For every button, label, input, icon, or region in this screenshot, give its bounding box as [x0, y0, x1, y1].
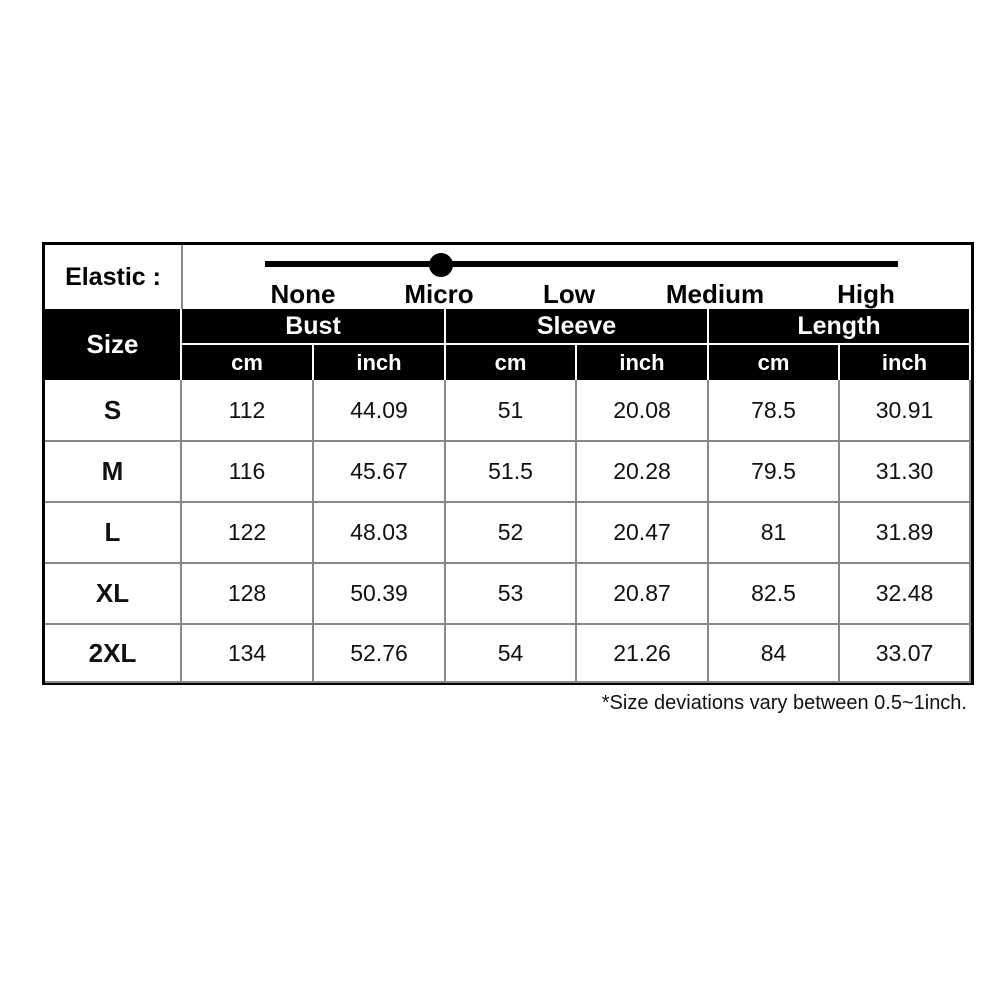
header-length: Length [709, 309, 971, 345]
unit-header: cm [446, 345, 577, 380]
elastic-label: Elastic : [45, 245, 183, 309]
value-cell: 54 [446, 625, 577, 683]
size-chart-table: Elastic : None Micro Low Medium High Siz… [42, 242, 974, 685]
elastic-level-medium: Medium [665, 279, 765, 309]
value-cell: 51.5 [446, 442, 577, 503]
size-note: *Size deviations vary between 0.5~1inch. [601, 692, 967, 714]
value-cell: 52 [446, 503, 577, 564]
size-cell: L [45, 503, 182, 564]
size-cell: S [45, 380, 182, 442]
value-cell: 31.89 [840, 503, 971, 564]
size-header: Size [45, 309, 182, 380]
elastic-level-none: None [270, 279, 336, 309]
value-cell: 79.5 [709, 442, 840, 503]
value-cell: 82.5 [709, 564, 840, 625]
elastic-level-low: Low [543, 279, 595, 309]
value-cell: 20.08 [577, 380, 709, 442]
header-bust: Bust [182, 309, 446, 345]
value-cell: 20.87 [577, 564, 709, 625]
size-cell: M [45, 442, 182, 503]
value-cell: 50.39 [314, 564, 446, 625]
elastic-level-micro: Micro [404, 279, 474, 309]
value-cell: 122 [182, 503, 314, 564]
unit-header: cm [709, 345, 840, 380]
value-cell: 21.26 [577, 625, 709, 683]
unit-header: cm [182, 345, 314, 380]
elastic-indicator-dot [429, 253, 453, 277]
unit-header: inch [314, 345, 446, 380]
value-cell: 48.03 [314, 503, 446, 564]
value-cell: 30.91 [840, 380, 971, 442]
value-cell: 32.48 [840, 564, 971, 625]
value-cell: 112 [182, 380, 314, 442]
value-cell: 31.30 [840, 442, 971, 503]
value-cell: 84 [709, 625, 840, 683]
elastic-level-high: High [837, 279, 895, 309]
unit-header: inch [840, 345, 971, 380]
unit-header: inch [577, 345, 709, 380]
elastic-row: Elastic : None Micro Low Medium High [45, 245, 971, 311]
value-cell: 20.28 [577, 442, 709, 503]
value-cell: 52.76 [314, 625, 446, 683]
value-cell: 116 [182, 442, 314, 503]
value-cell: 78.5 [709, 380, 840, 442]
value-cell: 44.09 [314, 380, 446, 442]
header-sleeve: Sleeve [446, 309, 709, 345]
value-cell: 53 [446, 564, 577, 625]
value-cell: 134 [182, 625, 314, 683]
value-cell: 20.47 [577, 503, 709, 564]
elastic-scale-track [265, 261, 898, 267]
value-cell: 81 [709, 503, 840, 564]
value-cell: 128 [182, 564, 314, 625]
value-cell: 45.67 [314, 442, 446, 503]
value-cell: 51 [446, 380, 577, 442]
size-cell: XL [45, 564, 182, 625]
size-cell: 2XL [45, 625, 182, 683]
value-cell: 33.07 [840, 625, 971, 683]
